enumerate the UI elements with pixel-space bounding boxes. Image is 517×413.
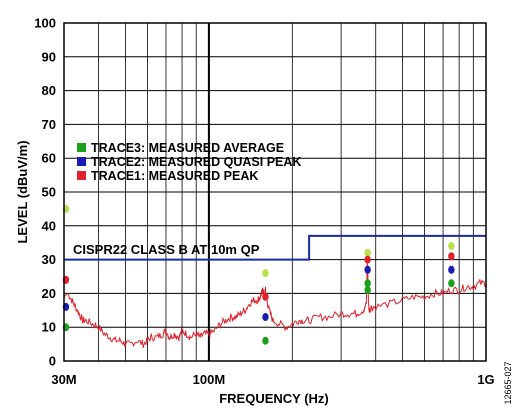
- y-tick-label: 70: [42, 117, 56, 132]
- plot-border: [63, 22, 487, 362]
- marker-point: [364, 286, 371, 295]
- y-tick-label: 40: [42, 218, 56, 233]
- y-axis-label: LEVEL (dBuV/m): [15, 140, 30, 243]
- x-tick-label: 30M: [51, 372, 76, 387]
- legend-label-peak: TRACE1: MEASURED PEAK: [91, 169, 258, 183]
- measured-trace: [63, 259, 487, 348]
- y-tick-label: 100: [34, 16, 56, 31]
- plot-frame: [63, 22, 487, 362]
- y-tick-label: 0: [49, 354, 56, 369]
- figure-id: 12665-027: [503, 361, 513, 404]
- x-tick-labels: 30M 100M 1G: [51, 372, 494, 387]
- measurement-markers: [62, 204, 455, 345]
- limit-line-label: CISPR22 CLASS B AT 10m QP: [73, 242, 260, 257]
- legend-swatch-quasi-peak: [77, 157, 86, 166]
- x-tick-label: 100M: [193, 372, 226, 387]
- legend-label-average: TRACE3: MEASURED AVERAGE: [91, 141, 284, 155]
- limit-line-path: [64, 234, 486, 261]
- marker-point: [448, 242, 455, 251]
- x-tick-label: 1G: [477, 372, 494, 387]
- marker-point: [448, 279, 455, 288]
- marker-point: [364, 248, 371, 257]
- x-axis-label: FREQUENCY (Hz): [219, 391, 329, 406]
- legend-swatch-peak: [77, 171, 86, 180]
- y-tick-label: 50: [42, 185, 56, 200]
- y-tick-labels: 0 10 20 30 40 50 60 70 80 90 100: [34, 16, 56, 369]
- marker-point: [448, 252, 455, 261]
- y-tick-label: 60: [42, 151, 56, 166]
- y-tick-label: 20: [42, 286, 56, 301]
- legend: TRACE3: MEASURED AVERAGE TRACE2: MEASURE…: [77, 141, 301, 183]
- y-tick-label: 10: [42, 320, 56, 335]
- marker-point: [262, 292, 269, 301]
- y-tick-label: 80: [42, 83, 56, 98]
- marker-point: [364, 279, 371, 288]
- grid: [64, 22, 486, 362]
- marker-point: [448, 265, 455, 274]
- limit-line: [64, 234, 486, 261]
- marker-point: [364, 255, 371, 264]
- marker-point: [262, 269, 269, 278]
- legend-label-quasi-peak: TRACE2: MEASURED QUASI PEAK: [91, 155, 301, 169]
- marker-point: [262, 313, 269, 322]
- y-tick-label: 90: [42, 49, 56, 64]
- y-tick-label: 30: [42, 252, 56, 267]
- legend-swatch-average: [77, 143, 86, 152]
- marker-point: [364, 265, 371, 274]
- marker-point: [262, 336, 269, 345]
- peak-trace-line: [63, 259, 487, 348]
